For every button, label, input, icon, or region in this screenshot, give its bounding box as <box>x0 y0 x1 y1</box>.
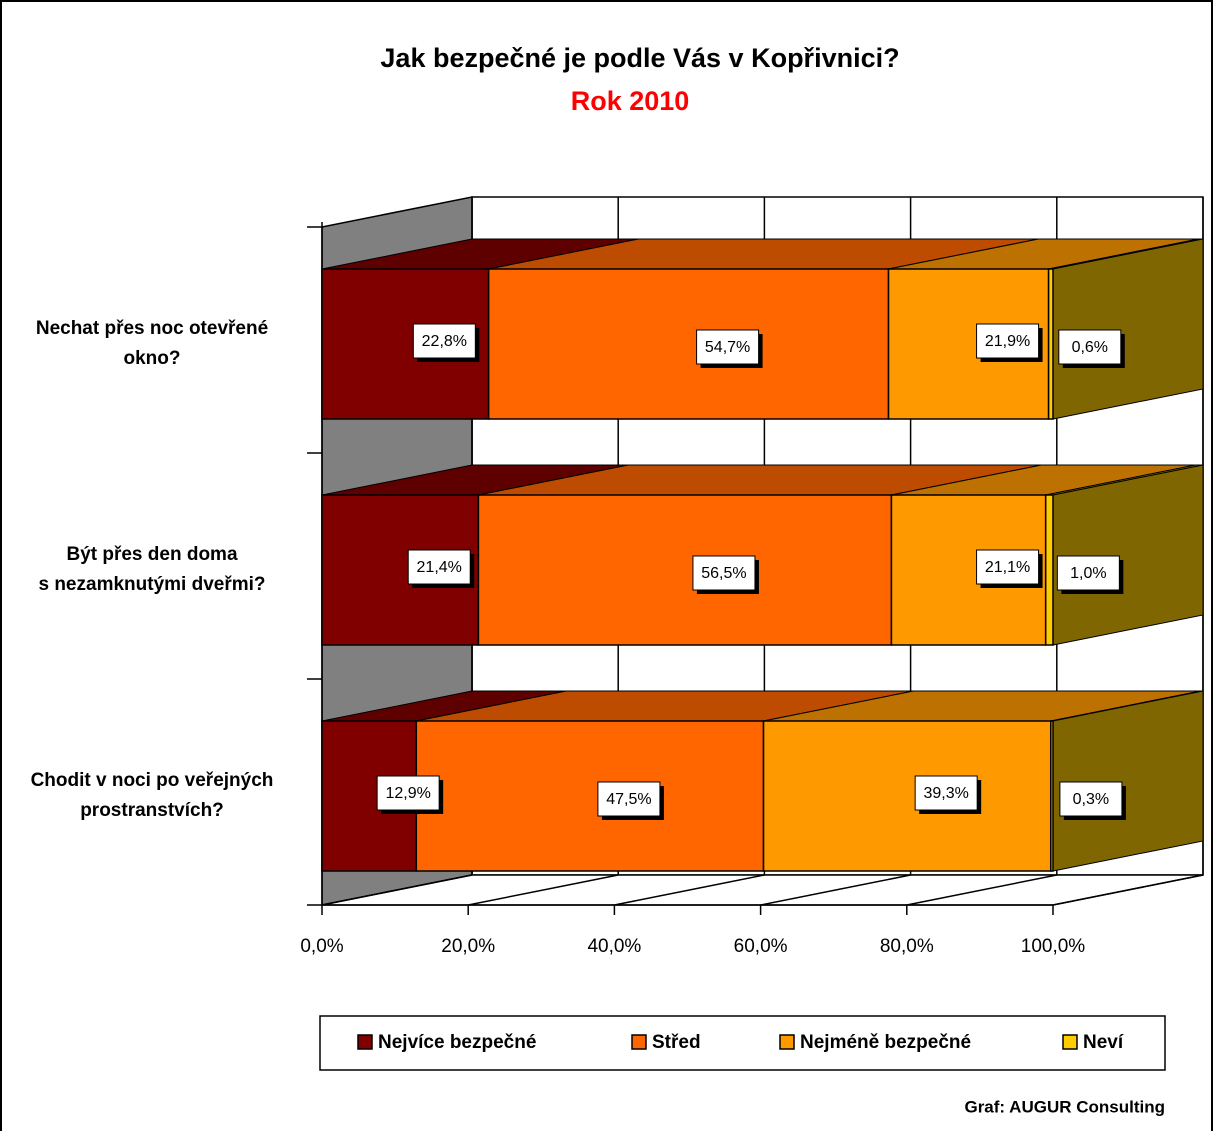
legend-swatch <box>631 1034 647 1050</box>
data-label: 22,8% <box>422 333 467 350</box>
legend-swatch <box>1062 1034 1078 1050</box>
bar-side <box>1052 238 1204 420</box>
data-label: 1,0% <box>1070 565 1106 582</box>
legend-box <box>319 1015 1166 1071</box>
data-label: 47,5% <box>606 791 651 808</box>
label-box <box>1058 329 1122 365</box>
legend-label: Nejvíce bezpečné <box>378 1032 536 1053</box>
data-label: 54,7% <box>705 339 750 356</box>
grid-line <box>321 874 473 906</box>
data-label: 21,9% <box>985 333 1030 350</box>
grid-line <box>1052 874 1204 906</box>
x-tick-label: 100,0% <box>1021 936 1086 957</box>
y-tick-label: Být přes den doma s nezamknutými dveřmi? <box>38 544 266 595</box>
legend-label: Střed <box>652 1032 701 1053</box>
bar-side <box>1052 690 1204 872</box>
source: Graf: AUGUR Consulting <box>964 1097 1165 1116</box>
bar-side <box>1052 464 1204 646</box>
data-label: 12,9% <box>385 785 430 802</box>
bar <box>415 720 765 872</box>
bar <box>762 720 1052 872</box>
label-box <box>696 329 760 365</box>
label-box <box>376 775 440 811</box>
data-label: 0,3% <box>1073 791 1109 808</box>
legend-swatch <box>357 1034 373 1050</box>
label-box <box>407 549 471 585</box>
label-box <box>976 323 1040 359</box>
data-label: 56,5% <box>701 565 746 582</box>
bar <box>487 268 890 420</box>
label-box <box>597 781 661 817</box>
grid-line <box>468 874 619 906</box>
x-tick-label: 0,0% <box>300 936 343 957</box>
bar <box>477 494 893 646</box>
label-box <box>914 775 978 811</box>
grid-line <box>760 874 911 906</box>
label-box <box>1059 781 1123 817</box>
grid-line <box>906 874 1057 906</box>
data-label: 21,1% <box>985 559 1030 576</box>
legend-label: Neví <box>1083 1032 1124 1053</box>
x-tick-label: 40,0% <box>587 936 641 957</box>
legend-label: Nejméně bezpečné <box>800 1032 971 1053</box>
chart-subtitle: Rok 2010 <box>571 86 690 116</box>
x-tick-label: 60,0% <box>734 936 788 957</box>
label-box <box>1056 555 1120 591</box>
data-label: 39,3% <box>923 785 968 802</box>
data-label: 0,6% <box>1072 339 1108 356</box>
x-tick-label: 80,0% <box>880 936 934 957</box>
grid-line <box>614 874 765 906</box>
bar <box>1044 494 1054 646</box>
x-tick-label: 20,0% <box>441 936 495 957</box>
y-tick-label: Chodit v noci po veřejných prostranstvíc… <box>30 770 274 821</box>
floor <box>321 874 1204 906</box>
bar <box>1050 720 1054 872</box>
label-box <box>412 323 476 359</box>
data-label: 21,4% <box>417 559 462 576</box>
label-box <box>976 549 1040 585</box>
chart-title: Jak bezpečné je podle Vás v Kopřivnici? <box>380 43 899 73</box>
y-tick-label: Nechat přes noc otevřené okno? <box>35 318 269 369</box>
bar <box>1047 268 1054 420</box>
legend-swatch <box>779 1034 795 1050</box>
label-box <box>692 555 756 591</box>
